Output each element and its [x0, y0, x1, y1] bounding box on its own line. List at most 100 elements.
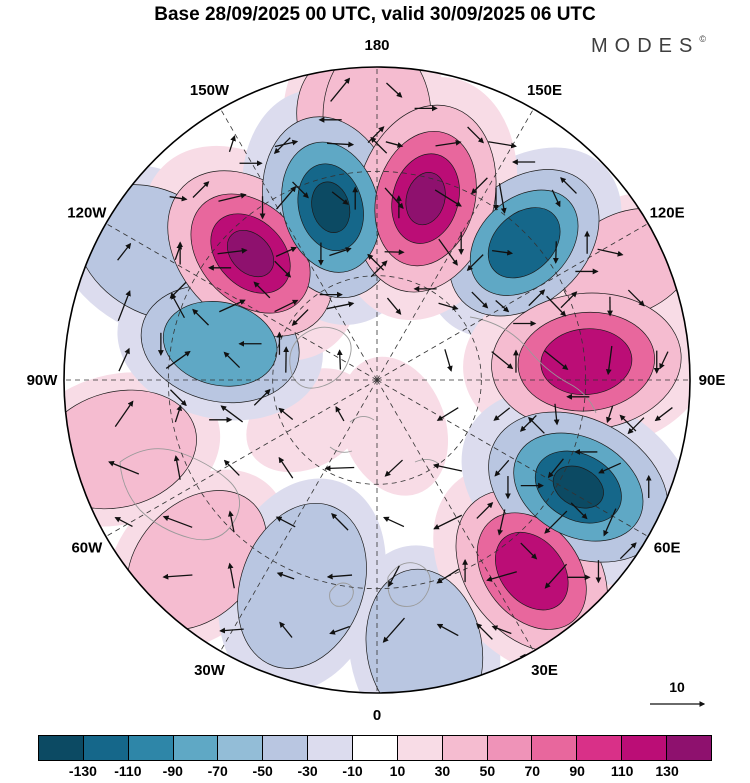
- coastline-path: [329, 416, 440, 465]
- wind-arrow: [492, 249, 514, 256]
- colorbar-segment: [352, 736, 397, 760]
- colorbar-labels: -130 -110 -90 -70 -50 -30 -10 10 30 50 70 90 110 130: [38, 763, 712, 781]
- wind-arrow: [114, 400, 134, 427]
- colorbar: [38, 735, 712, 761]
- longitude-label: 90E: [699, 372, 726, 389]
- latitude-circle: [272, 275, 482, 485]
- wind-arrow: [546, 295, 567, 317]
- wind-arrow: [367, 253, 385, 271]
- colorbar-segment: [531, 736, 577, 760]
- longitude-label: 90W: [27, 372, 59, 389]
- wind-arrow: [654, 407, 673, 422]
- wind-arrow: [493, 407, 511, 421]
- wind-arrow: [169, 281, 187, 299]
- colorbar-tick-label: 30: [434, 763, 451, 779]
- wind-arrow: [370, 260, 388, 278]
- wind-arrow: [627, 289, 645, 307]
- wind-arrow: [388, 565, 400, 588]
- wind-arrow: [192, 308, 209, 326]
- wind-arrow: [220, 405, 244, 423]
- colorbar-tick-label: -110: [114, 763, 142, 779]
- wind-arrow: [228, 510, 235, 533]
- longitude-label: 60E: [654, 540, 681, 557]
- wind-arrow: [274, 139, 299, 148]
- colorbar-segment: [82, 736, 128, 760]
- modes-logo: MODES©: [591, 34, 706, 58]
- wind-arrow: [570, 623, 588, 641]
- wind-arrow: [108, 461, 140, 475]
- colorbar-segment: [307, 736, 353, 760]
- anomaly-band: [495, 531, 569, 611]
- wind-arrow: [384, 459, 403, 477]
- wind-arrow: [326, 301, 355, 310]
- wind-arrow: [519, 415, 537, 432]
- modes-logo-text: MODES: [591, 35, 700, 57]
- wind-arrow: [169, 195, 188, 202]
- wind-vectors: [108, 77, 673, 660]
- colorbar-segment: [217, 736, 263, 760]
- longitude-label: 120W: [67, 205, 107, 222]
- colorbar-segment: [486, 736, 532, 760]
- wind-scale-arrow: 10: [650, 679, 706, 707]
- wind-arrow: [498, 183, 507, 214]
- colorbar-tick-label: -130: [68, 763, 97, 779]
- anomaly-band: [162, 301, 278, 387]
- wind-arrow: [560, 291, 578, 309]
- wind-arrow: [273, 137, 291, 155]
- wind-arrow: [253, 281, 271, 299]
- colorbar-tick-label: 110: [610, 763, 634, 779]
- wind-arrow: [619, 414, 637, 432]
- colorbar-tick-label: -70: [207, 763, 228, 779]
- colorbar-segment: [127, 736, 173, 760]
- map-boundary: [63, 66, 691, 694]
- coastline-path: [469, 316, 597, 414]
- coastline-path: [329, 582, 354, 607]
- wind-arrow: [598, 462, 622, 474]
- colorbar-tick-label: 70: [524, 763, 541, 779]
- longitude-label: 180: [364, 37, 389, 54]
- wind-arrow: [382, 617, 405, 643]
- wind-arrow: [544, 350, 569, 371]
- anomaly-band: [237, 502, 367, 669]
- wind-arrow: [438, 302, 459, 311]
- colorbar-tick-label: -30: [297, 763, 318, 779]
- anomaly-band: [405, 172, 446, 226]
- wind-arrow: [117, 290, 131, 322]
- wind-arrow: [329, 247, 352, 257]
- meridian-line: [376, 223, 649, 381]
- latitude-circle: [167, 170, 587, 590]
- wind-arrow: [386, 82, 403, 98]
- colorbar-segment: [666, 736, 711, 760]
- wind-arrow: [471, 291, 489, 309]
- wind-arrow: [467, 126, 484, 144]
- coastline-path: [289, 326, 352, 389]
- wind-arrow: [278, 407, 294, 421]
- wind-arrow: [275, 516, 296, 528]
- wind-arrow: [223, 459, 240, 476]
- wind-arrow: [432, 463, 463, 472]
- wind-arrow: [278, 456, 294, 479]
- wind-arrow: [436, 407, 459, 421]
- colorbar-segment: [396, 736, 442, 760]
- wind-arrow: [488, 141, 517, 149]
- wind-arrow: [597, 248, 624, 257]
- wind-arrow: [570, 502, 588, 520]
- wind-scale-label: 10: [669, 679, 685, 695]
- wind-arrow: [274, 299, 299, 313]
- wind-arrow: [274, 260, 292, 278]
- anomaly-band: [540, 328, 633, 395]
- wind-arrow: [605, 345, 613, 376]
- wind-arrow: [471, 177, 488, 195]
- wind-arrow: [553, 403, 560, 426]
- wind-arrow: [192, 181, 210, 198]
- anomaly-band: [339, 356, 449, 496]
- colorbar-segment: [262, 736, 308, 760]
- wind-arrow: [331, 191, 349, 205]
- wind-arrow: [491, 351, 514, 370]
- anomaly-band: [227, 230, 275, 278]
- wind-arrow: [560, 177, 577, 194]
- meridian-line: [376, 379, 534, 652]
- wind-arrow: [520, 542, 538, 560]
- colorbar-segment: [576, 736, 622, 760]
